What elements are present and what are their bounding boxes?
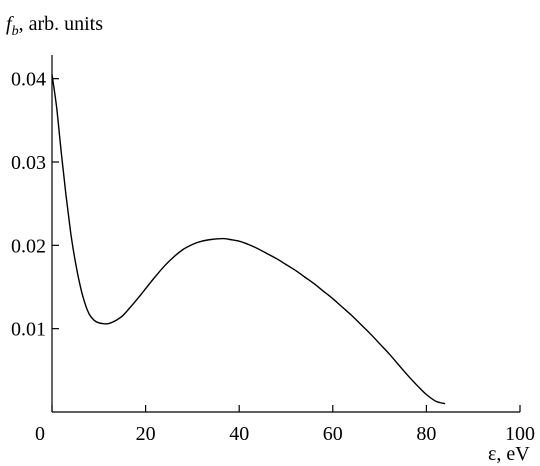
y-axis-label-rest: , arb. units <box>19 13 104 35</box>
y-tick-label: 0.04 <box>11 69 46 91</box>
x-tick-label: 40 <box>229 423 249 445</box>
y-axis-label: fb, arb. units <box>6 13 103 39</box>
y-axis-label-subscript: b <box>12 24 19 39</box>
y-axis-label-symbol: f <box>6 13 14 35</box>
x-axis-ticks: 0 20 40 60 80 100 <box>35 405 535 445</box>
y-tick-label: 0.01 <box>11 319 46 341</box>
y-axis-ticks: 0.01 0.02 0.03 0.04 <box>11 69 59 341</box>
x-tick-label: 0 <box>35 423 45 445</box>
y-tick-label: 0.03 <box>11 152 46 174</box>
x-tick-label: 80 <box>416 423 436 445</box>
y-tick-label: 0.02 <box>11 235 46 257</box>
x-tick-label: 100 <box>505 423 535 445</box>
series-line <box>51 74 446 405</box>
x-tick-label: 20 <box>136 423 156 445</box>
x-axis-label: ε, eV <box>488 443 530 465</box>
x-tick-label: 60 <box>323 423 343 445</box>
